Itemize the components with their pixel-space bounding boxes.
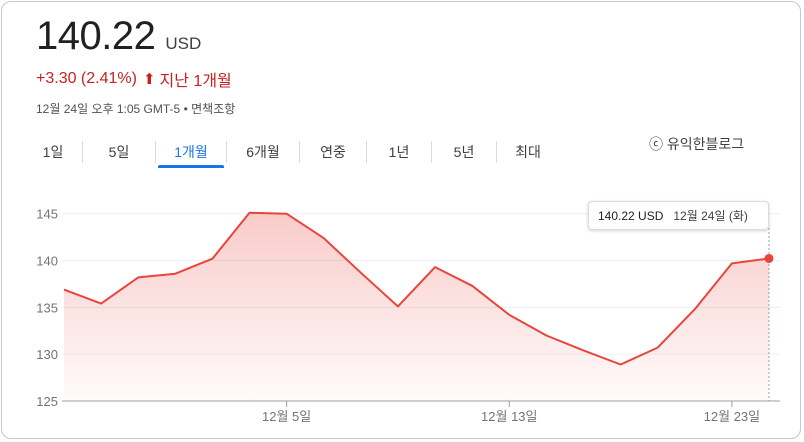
range-tabs: 1일 5일 1개월 6개월 연중 1년 5년 최대 [24,136,559,168]
last-price-point[interactable] [764,253,774,263]
tab-divider [299,141,300,163]
tab-divider [155,141,156,163]
price-change: +3.30 (2.41%) ⬆ 지난 1개월 [36,67,232,91]
x-tick-label: 12월 23일 [704,409,760,424]
price-line [63,211,770,366]
watermark: ⓒ 유익한블로그 [649,136,745,152]
timestamp: 12월 24일 오후 1:05 GMT-5 [36,102,181,116]
tab-divider [226,141,227,163]
y-tick-label: 135 [36,300,58,315]
y-tick-label: 125 [36,394,58,409]
tab-ytd[interactable]: 연중 [320,144,346,160]
tab-divider [496,141,497,163]
current-price: 140.22 [36,14,156,58]
y-tick-label: 140 [36,254,58,269]
tab-divider [366,141,367,163]
x-tick-label: 12월 5일 [262,409,311,424]
tab-5y[interactable]: 5년 [453,144,475,160]
separator-dot: • [183,102,192,116]
tab-6m[interactable]: 6개월 [246,144,280,160]
arrow-up-icon: ⬆ [142,71,156,88]
tab-1d[interactable]: 1일 [42,144,64,160]
tooltip-price: 140.22 USD [598,208,664,223]
tab-1y[interactable]: 1년 [388,144,410,160]
price-row: 140.22 USD [36,14,201,59]
tab-max[interactable]: 최대 [515,144,541,160]
timestamp-line: 12월 24일 오후 1:05 GMT-5 • 면책조항 [36,100,235,117]
y-tick-label: 130 [36,347,58,362]
x-tick-label: 12월 13일 [481,409,537,424]
hover-tooltip: 140.22 USD 12월 24일 (화) [588,201,769,230]
tab-1m[interactable]: 1개월 [156,136,226,168]
tab-divider [82,141,83,163]
tooltip-date: 12월 24일 (화) [673,209,748,223]
change-period: 지난 1개월 [159,73,232,90]
change-value: +3.30 (2.41%) [36,70,137,87]
y-tick-label: 145 [36,207,58,222]
tab-5d[interactable]: 5일 [108,144,130,160]
disclaimer-link[interactable]: 면책조항 [191,102,236,116]
tab-divider [431,141,432,163]
currency-label: USD [165,34,202,53]
